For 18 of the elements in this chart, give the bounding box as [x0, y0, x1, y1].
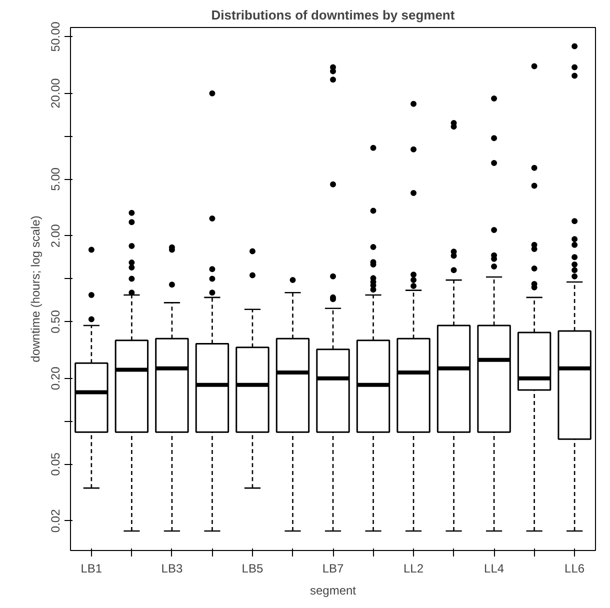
- y-tick-label: 0.50: [48, 310, 62, 334]
- x-tick-label: LL6: [564, 562, 585, 576]
- x-tick-label: LL4: [484, 562, 504, 576]
- y-axis-title: downtime (hours; log scale): [28, 216, 42, 362]
- x-axis-title: segment: [310, 584, 357, 598]
- x-tick-label: LB5: [242, 562, 264, 576]
- y-tick-label: 2.00: [48, 224, 62, 248]
- chart-title: Distributions of downtimes by segment: [211, 8, 456, 22]
- y-tick-label: 0.02: [48, 508, 62, 533]
- y-tick-label: 50.00: [48, 21, 62, 52]
- y-tick-label: 5.00: [48, 167, 62, 191]
- x-tick-label: LB3: [161, 562, 183, 576]
- x-tick-label: LB7: [322, 562, 344, 576]
- x-tick-label: LB1: [80, 562, 102, 576]
- y-tick-label: 0.20: [48, 366, 62, 390]
- x-tick-label: LL2: [404, 562, 424, 576]
- y-tick-label: 20.00: [48, 78, 62, 108]
- y-tick-label: 0.05: [48, 452, 62, 476]
